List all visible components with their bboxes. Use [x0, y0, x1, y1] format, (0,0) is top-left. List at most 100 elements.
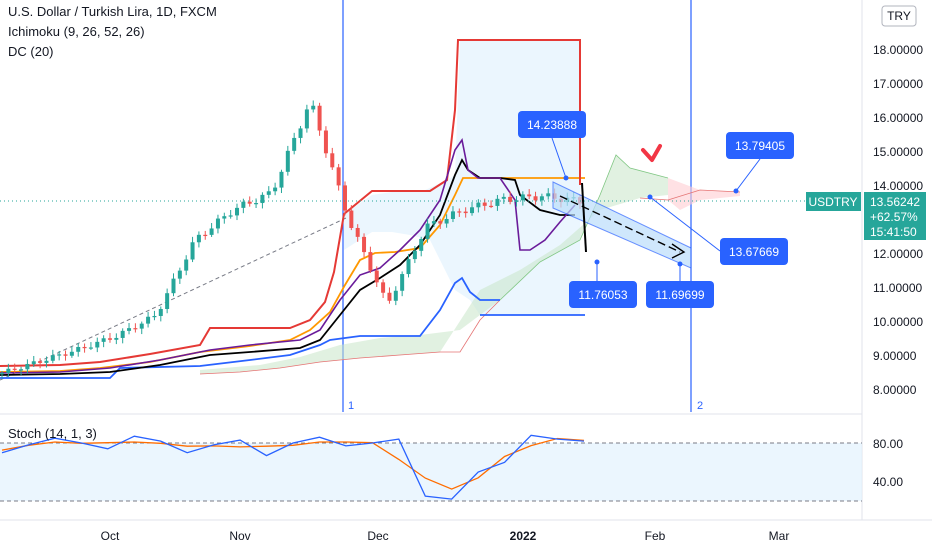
candle-body[interactable]	[247, 201, 252, 204]
candle-body[interactable]	[304, 109, 309, 129]
candle-body[interactable]	[235, 207, 240, 216]
callout-11-76053[interactable]: 11.76053	[569, 259, 637, 309]
candle-body[interactable]	[19, 369, 24, 371]
candle-body[interactable]	[463, 211, 468, 214]
candle-body[interactable]	[190, 242, 195, 260]
candle-body[interactable]	[88, 347, 93, 349]
candle-body[interactable]	[76, 346, 81, 352]
legend-ichimoku[interactable]: Ichimoku (9, 26, 52, 26)	[8, 24, 145, 39]
regression-channel[interactable]	[552, 181, 692, 269]
candle-body[interactable]	[228, 215, 233, 217]
candle-body[interactable]	[95, 341, 100, 348]
candle-body[interactable]	[203, 234, 208, 237]
candle-body[interactable]	[82, 346, 87, 349]
candle-body[interactable]	[171, 278, 176, 294]
candle-body[interactable]	[425, 223, 430, 239]
candle-body[interactable]	[209, 228, 214, 235]
time-axis[interactable]: Oct Nov Dec 2022 Feb Mar	[101, 529, 790, 543]
candle-body[interactable]	[450, 211, 455, 219]
candle-body[interactable]	[412, 250, 417, 260]
price-candles[interactable]	[0, 100, 582, 379]
candle-body[interactable]	[387, 292, 392, 301]
candle-body[interactable]	[38, 361, 43, 363]
candle-body[interactable]	[177, 270, 182, 279]
candle-body[interactable]	[546, 193, 551, 197]
candle-body[interactable]	[69, 351, 74, 356]
candle-body[interactable]	[311, 105, 316, 110]
candle-body[interactable]	[292, 137, 297, 151]
candle-body[interactable]	[133, 328, 138, 330]
legend-dc[interactable]: DC (20)	[8, 44, 54, 59]
candle-body[interactable]	[527, 194, 532, 197]
candle-body[interactable]	[476, 202, 481, 208]
candle-body[interactable]	[400, 274, 405, 291]
candle-body[interactable]	[330, 153, 335, 168]
candle-body[interactable]	[381, 282, 386, 293]
projection-line[interactable]	[581, 182, 587, 253]
candle-body[interactable]	[406, 259, 411, 275]
currency-button[interactable]	[881, 5, 917, 27]
candle-body[interactable]	[342, 185, 347, 211]
callout-11-69699[interactable]: 11.69699	[646, 261, 714, 309]
candle-body[interactable]	[31, 361, 36, 364]
callout-13-67669[interactable]: 13.67669	[647, 194, 789, 266]
candle-body[interactable]	[215, 218, 220, 229]
candle-body[interactable]	[374, 270, 379, 283]
legend-stoch[interactable]: Stoch (14, 1, 3)	[8, 426, 97, 441]
candle-body[interactable]	[368, 252, 373, 271]
candle-body[interactable]	[520, 194, 525, 201]
candle-body[interactable]	[489, 205, 494, 208]
regression-arrow-line[interactable]	[559, 195, 681, 253]
candle-body[interactable]	[254, 203, 259, 205]
candle-body[interactable]	[25, 363, 30, 370]
candle-body[interactable]	[114, 337, 119, 340]
candle-body[interactable]	[285, 150, 290, 172]
candle-body[interactable]	[241, 201, 246, 208]
candle-body[interactable]	[50, 355, 55, 361]
candle-body[interactable]	[279, 171, 284, 188]
candle-body[interactable]	[508, 196, 513, 202]
candle-body[interactable]	[127, 328, 132, 331]
candle-body[interactable]	[273, 187, 278, 192]
candle-body[interactable]	[457, 211, 462, 213]
candle-body[interactable]	[101, 338, 106, 342]
candle-body[interactable]	[336, 167, 341, 186]
candle-body[interactable]	[158, 308, 163, 316]
candle-body[interactable]	[482, 202, 487, 206]
candle-body[interactable]	[139, 323, 144, 329]
candle-body[interactable]	[12, 368, 17, 370]
candle-body[interactable]	[120, 330, 125, 338]
candle-body[interactable]	[6, 368, 11, 373]
callout-13-79405[interactable]: 13.79405	[726, 132, 794, 194]
candle-body[interactable]	[539, 196, 544, 201]
callout-14-23888[interactable]: 14.23888	[518, 111, 586, 181]
candle-body[interactable]	[501, 196, 506, 199]
candle-body[interactable]	[419, 238, 424, 251]
candle-body[interactable]	[266, 191, 271, 195]
candle-body[interactable]	[184, 259, 189, 271]
candle-body[interactable]	[298, 128, 303, 138]
trend-line-dashed[interactable]	[0, 217, 347, 381]
candle-body[interactable]	[57, 354, 62, 356]
candle-body[interactable]	[146, 316, 151, 324]
candle-body[interactable]	[317, 105, 322, 131]
candle-body[interactable]	[152, 315, 157, 318]
candle-body[interactable]	[362, 236, 367, 253]
candle-body[interactable]	[222, 216, 227, 219]
candle-body[interactable]	[44, 360, 49, 363]
candle-body[interactable]	[438, 221, 443, 224]
candle-body[interactable]	[260, 194, 265, 204]
candle-body[interactable]	[165, 293, 170, 309]
candle-body[interactable]	[323, 130, 328, 154]
candle-body[interactable]	[431, 221, 436, 224]
candle-body[interactable]	[196, 234, 201, 243]
price-axis[interactable]: 18.00000 17.00000 16.00000 15.00000 14.00000…	[873, 43, 923, 397]
candle-body[interactable]	[0, 373, 4, 375]
candle-body[interactable]	[349, 210, 354, 228]
candle-body[interactable]	[533, 196, 538, 201]
legend-symbol[interactable]: U.S. Dollar / Turkish Lira, 1D, FXCM	[8, 4, 217, 19]
candle-body[interactable]	[63, 354, 68, 356]
candle-body[interactable]	[444, 218, 449, 224]
candle-body[interactable]	[470, 207, 475, 214]
